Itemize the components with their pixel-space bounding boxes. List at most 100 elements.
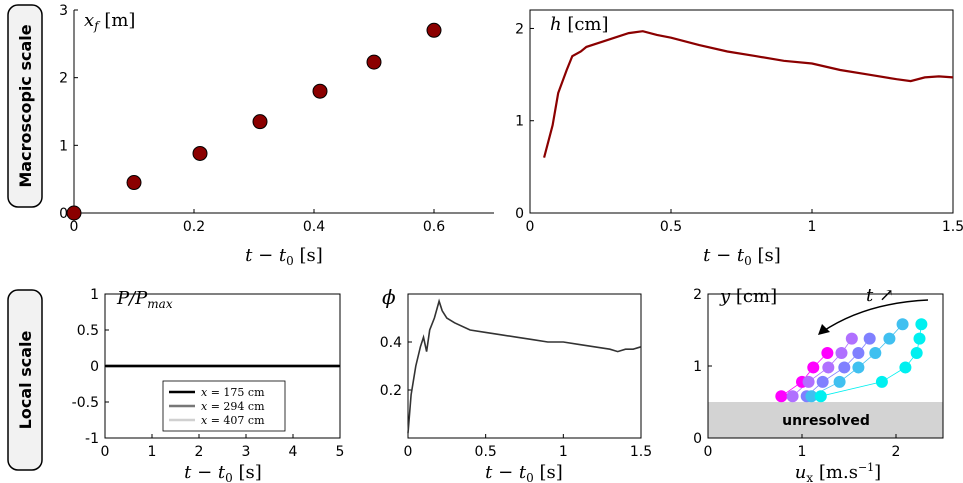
profile-point (821, 347, 834, 360)
x-tick-label: 1.5 (630, 444, 652, 460)
y-tick-label: -0.5 (72, 395, 99, 411)
profile-line (781, 352, 828, 397)
profile-point (805, 390, 818, 403)
legend-label: x = 294 cm (201, 400, 265, 413)
y-axis-label: ϕ (382, 285, 396, 309)
x-axis-label: t − t0 [s] (245, 245, 323, 268)
y-tick-label: 2 (693, 287, 702, 303)
x-tick-label: 4 (289, 444, 298, 460)
data-point (426, 22, 442, 38)
data-point (366, 54, 382, 70)
time-arrow-head (818, 324, 830, 335)
row-label-bottom-text: Local scale (16, 331, 35, 430)
x-tick-label: 5 (336, 444, 345, 460)
legend-label: x = 175 cm (201, 386, 265, 399)
time-arrow-curve (821, 299, 929, 333)
y-tick-label: 0.4 (380, 335, 402, 351)
y-tick-label: 2 (515, 21, 524, 37)
x-axis-label: t − t0 [s] (485, 462, 563, 483)
unresolved-label: unresolved (782, 413, 870, 429)
y-tick-label: 3 (59, 3, 68, 19)
row-label-bottom: Local scale (7, 289, 43, 471)
axes-box (529, 9, 954, 214)
profile-point (896, 318, 909, 331)
row-label-top: Macroscopic scale (7, 4, 43, 208)
x-tick-label: 0.5 (475, 444, 497, 460)
profile-point (869, 347, 882, 360)
x-tick-label: 0 (404, 444, 413, 460)
profile-point (816, 375, 829, 388)
y-tick-label: 1 (59, 138, 68, 154)
panel-volume-fraction: 0 0.5 1 1.5 0.2 0.4 ϕ t − t0 [s] (380, 285, 652, 483)
profile-point (814, 390, 827, 403)
data-point (126, 175, 142, 191)
y-tick-label: 1 (693, 359, 702, 375)
data-point (252, 114, 268, 130)
panel-velocity-profiles: 0 1 2 0 1 2 unresolved t ↗ y [cm] ux [m.s−1] (693, 285, 944, 483)
axes-box (407, 293, 642, 439)
y-axis-label: h [cm] (550, 14, 609, 35)
y-axis-label: P/Pmax (116, 288, 173, 311)
panel-front-position: 0 0.2 0.4 0.6 0 1 2 3 xf [m] t − t0 [s] (59, 3, 494, 268)
x-tick-label: 0.6 (423, 219, 445, 235)
row-label-top-text: Macroscopic scale (16, 24, 35, 187)
profile-point (833, 375, 846, 388)
x-tick-label: 1 (808, 219, 817, 235)
profile-point (845, 332, 858, 345)
data-point (312, 83, 328, 99)
legend: x = 175 cmx = 294 cmx = 407 cm (162, 380, 286, 432)
profile-point (786, 390, 799, 403)
x-tick-label: 0 (101, 444, 110, 460)
profile-point (835, 347, 848, 360)
y-tick-label: 1 (90, 287, 99, 303)
x-tick-label: 0.2 (183, 219, 205, 235)
x-tick-label: 0 (526, 219, 535, 235)
x-tick-label: 0 (70, 219, 79, 235)
x-axis-label: t − t0 [s] (703, 245, 781, 268)
profile-point (910, 347, 923, 360)
y-tick-label: 0.2 (380, 383, 402, 399)
x-tick-label: 0.5 (660, 219, 682, 235)
profile-point (852, 361, 865, 374)
y-tick-label: 0 (90, 359, 99, 375)
profile-point (807, 361, 820, 374)
y-tick-label: 0 (515, 206, 524, 222)
y-tick-label: 0.5 (77, 323, 99, 339)
data-point (66, 205, 82, 221)
x-tick-label: 2 (892, 444, 901, 460)
profile-point (875, 375, 888, 388)
time-arrow-label: t ↗ (866, 285, 894, 306)
profile-point (913, 332, 926, 345)
profile-point (852, 347, 865, 360)
panel-pressure: 0 1 2 3 4 5 -1 -0.5 0 0.5 1 P/Pmax t − t0 [s] x = 175… (72, 287, 345, 483)
x-axis-label: ux [m.s−1] (795, 461, 881, 483)
x-tick-label: 1 (148, 444, 157, 460)
series-line (407, 298, 642, 434)
x-tick-label: 1.5 (942, 219, 963, 235)
legend-label: x = 407 cm (201, 414, 265, 427)
x-tick-label: 1 (798, 444, 807, 460)
x-tick-label: 1 (559, 444, 568, 460)
profile-point (775, 390, 788, 403)
profile-point (822, 361, 835, 374)
y-tick-label: -1 (85, 431, 99, 447)
y-tick-label: 1 (515, 114, 524, 130)
panel-height: 0 0.5 1 1.5 0 1 2 h [cm] t − t0 [s] (515, 9, 963, 268)
x-axis-label: t − t0 [s] (184, 462, 262, 483)
profile-point (883, 332, 896, 345)
x-tick-label: 0.4 (303, 219, 325, 235)
series-line (543, 30, 954, 158)
y-tick-label: 0 (693, 431, 702, 447)
profile-point (899, 361, 912, 374)
time-arrow (818, 299, 929, 335)
profile-point (802, 375, 815, 388)
x-tick-label: 2 (195, 444, 204, 460)
profile-point (838, 361, 851, 374)
y-axis-label: y [cm] (719, 286, 777, 307)
y-tick-label: 0 (59, 206, 68, 222)
y-axis-label: xf [m] (84, 10, 135, 33)
y-tick-label: 2 (59, 71, 68, 87)
x-tick-label: 3 (242, 444, 251, 460)
profile-point (863, 332, 876, 345)
